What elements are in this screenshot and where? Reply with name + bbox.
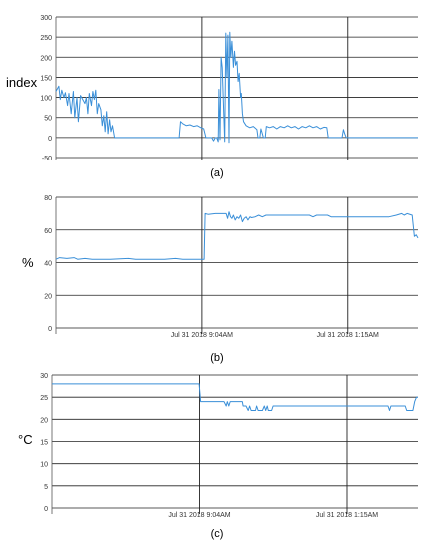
chart-a: -50050100150200250300Jul 31 2018 9:04AMJ… — [40, 15, 418, 169]
y-tick-label: 30 — [40, 373, 48, 380]
y-axis-label: index — [6, 75, 38, 90]
y-tick-label: 10 — [40, 462, 48, 469]
caption-b: (b) — [210, 352, 224, 364]
y-tick-label: 0 — [48, 136, 52, 143]
chart-c: 0 5 10 15 20 25 30 Jul 31 2018 9:04AM Jul 31 201… — [40, 373, 418, 519]
y-tick-label: 25 — [40, 395, 48, 402]
y-tick-label: 80 — [44, 195, 52, 202]
x-tick-label: Jul 31 2018 1:15AM — [317, 332, 379, 339]
x-tick-label: Jul 31 2018 9:04AM — [168, 512, 230, 519]
y-tick-label: 250 — [40, 35, 52, 42]
chart-b: 0 20 40 60 80 Jul 31 2018 9:04AM Jul 31 2018 1… — [44, 195, 419, 339]
x-tick-label: Jul 31 2018 9:04AM — [171, 332, 233, 339]
y-tick-label: 300 — [40, 15, 52, 22]
caption-c: (c) — [210, 528, 224, 540]
series-line — [55, 31, 418, 144]
y-tick-label: 5 — [44, 484, 48, 491]
y-axis-label: % — [22, 255, 34, 270]
chart-panel-a: index -50050100150200250300Jul 31 2018 9… — [0, 10, 434, 169]
series-line — [52, 383, 418, 411]
y-axis-label: °C — [18, 432, 33, 447]
chart-panel-c: °C 0 5 10 15 20 25 30 Jul 31 2018 9:04AM Jul 31 … — [0, 370, 434, 520]
y-tick-label: -50 — [42, 156, 52, 160]
y-tick-label: 15 — [40, 440, 48, 447]
x-tick-label: Jul 31 2018 1:15AM — [316, 512, 378, 519]
y-tick-label: 60 — [44, 228, 52, 235]
chart-panel-b: % 0 20 40 60 80 Jul 31 2018 9:04AM Jul 31 2018… — [0, 190, 434, 350]
y-tick-label: 40 — [44, 261, 52, 268]
y-tick-label: 100 — [40, 96, 52, 103]
y-tick-label: 0 — [44, 506, 48, 513]
y-tick-label: 150 — [40, 75, 52, 82]
caption-a: (a) — [210, 167, 224, 179]
series-line — [55, 211, 419, 260]
y-tick-label: 20 — [40, 417, 48, 424]
y-tick-label: 50 — [44, 116, 52, 123]
y-tick-label: 200 — [40, 55, 52, 62]
y-tick-label: 20 — [44, 293, 52, 300]
y-tick-label: 0 — [48, 326, 52, 333]
